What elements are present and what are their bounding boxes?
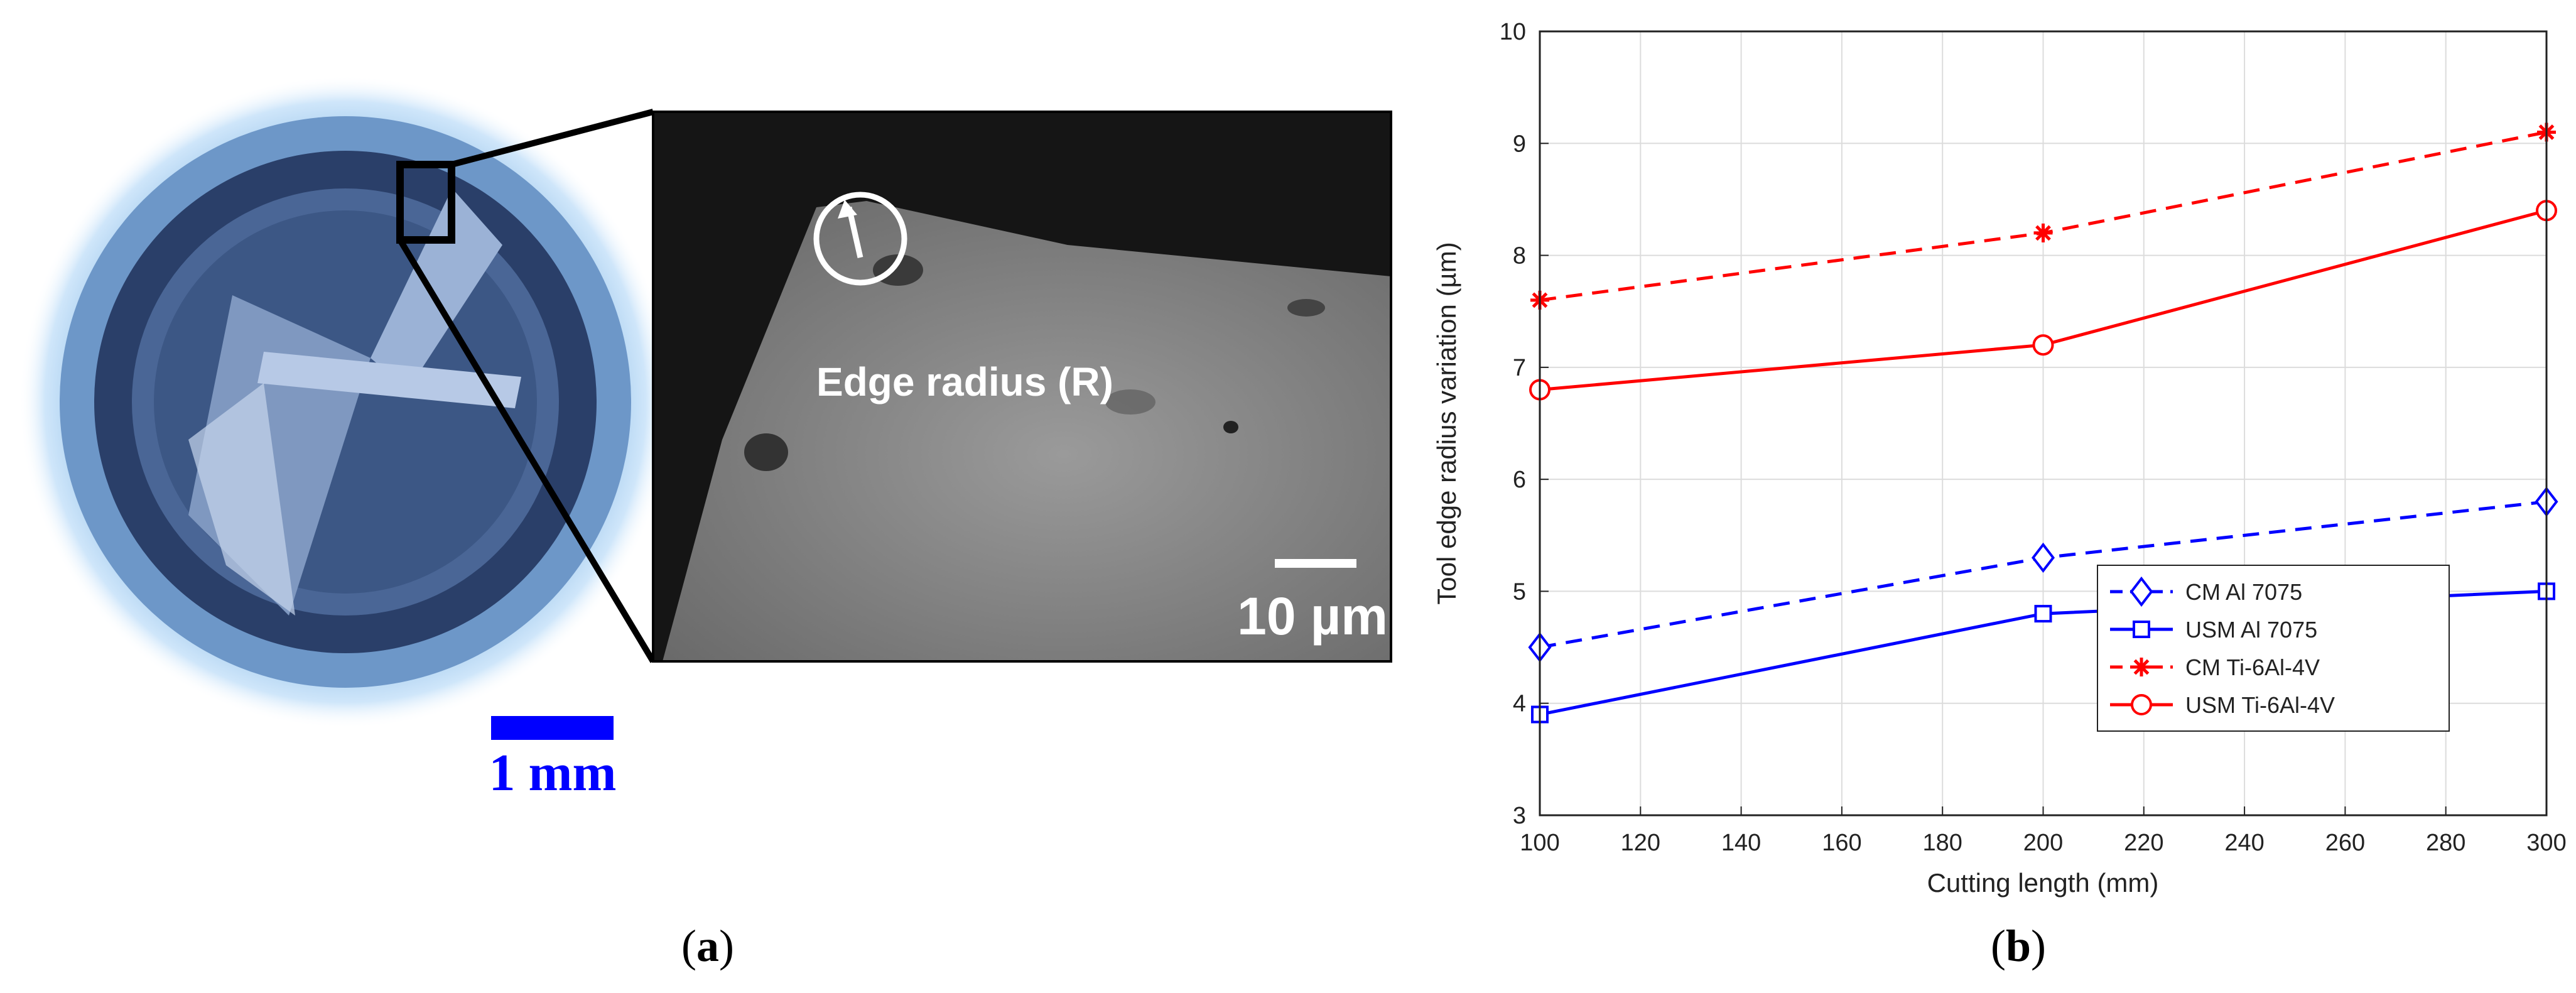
data-point <box>2034 605 2052 623</box>
series-3 <box>1529 200 2557 401</box>
x-tick-label: 200 <box>2023 830 2063 856</box>
tick-labels: 100 120 140 160 180 200 220 240 260 280 300 3 4 5 6 7 8 9… <box>1500 19 2567 856</box>
y-tick-label: 9 <box>1513 131 1526 157</box>
data-point <box>2031 542 2055 573</box>
y-tick-label: 4 <box>1513 691 1526 717</box>
legend-marker <box>2132 658 2151 676</box>
panel-label-a: (a) <box>681 921 734 971</box>
x-tick-label: 220 <box>2124 830 2163 856</box>
data-point <box>2033 223 2053 242</box>
x-tick-label: 160 <box>1822 830 1861 856</box>
x-axis-label: Cutting length (mm) <box>1927 868 2159 898</box>
edge-radius-chart: 100 120 140 160 180 200 220 240 260 280 300 3 4 5 6 7 8 9… <box>1432 19 2567 898</box>
zoom-connector-top <box>450 109 654 168</box>
tool-scale-bar <box>491 716 614 740</box>
cutting-edge-2 <box>371 188 502 389</box>
legend-marker <box>2131 694 2152 715</box>
y-tick-label: 10 <box>1500 19 1526 45</box>
y-tick-label: 7 <box>1513 355 1526 381</box>
tool-scale-label: 1 mm <box>489 744 617 802</box>
edge-radius-annotation: Edge radius (R) <box>816 359 1113 404</box>
zoom-box <box>396 161 455 244</box>
tool-optical-image <box>19 75 672 729</box>
legend-marker <box>2133 621 2150 638</box>
sem-image <box>653 112 1391 661</box>
zoom-connector-bottom <box>397 238 656 663</box>
sem-scale-label: 10 µm <box>1237 587 1388 646</box>
x-tick-label: 260 <box>2325 830 2365 856</box>
legend-entry: CM Ti-6Al-4V <box>2110 654 2320 680</box>
legend-label: CM Al 7075 <box>2185 579 2302 605</box>
x-tick-label: 280 <box>2426 830 2465 856</box>
legend-marker <box>2130 576 2153 607</box>
panel-a-micrographs: Edge radius (R) 10 µm 1 mm <box>19 75 1392 802</box>
x-tick-label: 100 <box>1520 830 1559 856</box>
x-tick-label: 240 <box>2224 830 2264 856</box>
panel-label-b: (b) <box>1991 921 2047 971</box>
x-tick-label: 140 <box>1721 830 1761 856</box>
y-tick-label: 5 <box>1513 578 1526 605</box>
y-tick-label: 3 <box>1513 803 1526 829</box>
micrograph-figure: Edge radius (R) 10 µm 1 mm <box>19 75 1392 802</box>
y-axis-label: Tool edge radius variation (µm) <box>1432 242 1461 604</box>
y-tick-label: 6 <box>1513 467 1526 493</box>
legend-label: USM Al 7075 <box>2185 617 2317 643</box>
legend-label: CM Ti-6Al-4V <box>2185 654 2320 680</box>
data-point <box>2032 334 2054 356</box>
panel-b-chart: 100 120 140 160 180 200 220 240 260 280 300 3 4 5 6 7 8 9… <box>1400 0 2576 990</box>
x-tick-label: 180 <box>1922 830 1962 856</box>
legend-entry: USM Ti-6Al-4V <box>2110 692 2335 718</box>
legend-label: USM Ti-6Al-4V <box>2185 692 2335 718</box>
x-tick-label: 120 <box>1621 830 1660 856</box>
y-tick-label: 8 <box>1513 243 1526 269</box>
legend-entry: USM Al 7075 <box>2110 617 2317 643</box>
edge-highlight-circle <box>813 192 907 286</box>
x-tick-label: 300 <box>2526 830 2566 856</box>
legend: CM Al 7075 USM Al 7075 CM Ti-6Al-4V USM Ti-… <box>2097 565 2450 732</box>
legend-entry: CM Al 7075 <box>2110 576 2302 607</box>
cutting-edge-3 <box>257 352 521 408</box>
